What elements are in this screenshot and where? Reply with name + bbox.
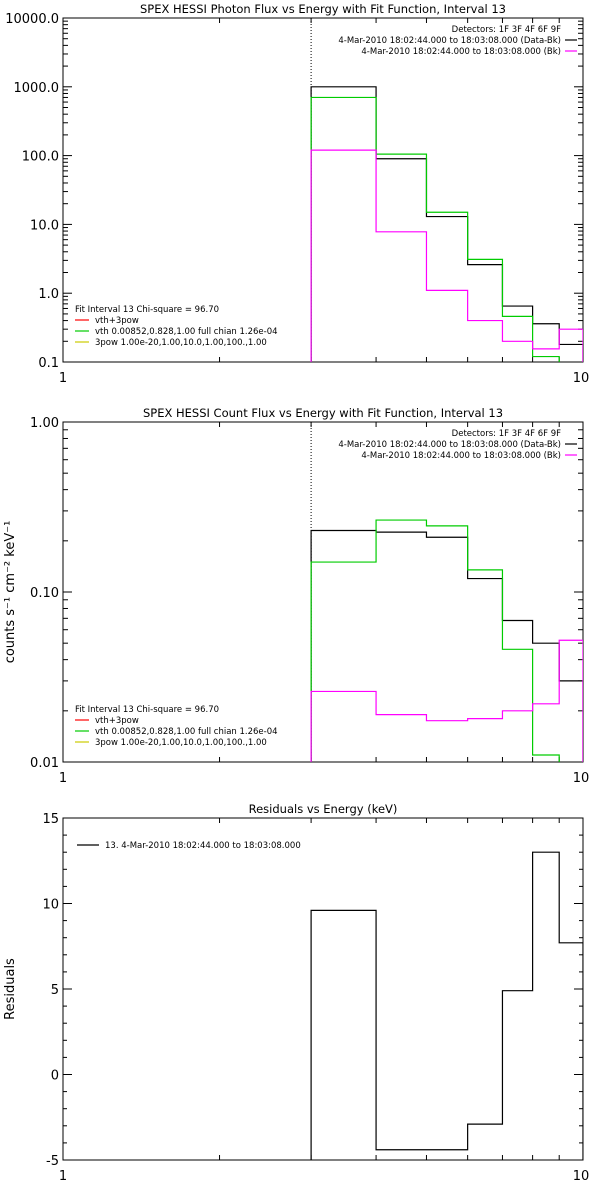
legend-label: vth 0.00852,0.828,1.00 full chian 1.26e-… (95, 727, 278, 737)
header-line: Detectors: 1F 3F 4F 6F 9F (452, 25, 561, 35)
data-series-group (310, 519, 583, 762)
y-tick-label: 1.0 (38, 287, 59, 302)
y-tick-label: 0.1 (38, 356, 59, 371)
plot-frame (62, 817, 584, 1161)
panel-3: Residuals vs Energy (keV) 1 10 -5 0 5 10 15 Resi… (3, 802, 589, 1184)
x-tick-label: 10 (573, 371, 590, 386)
series-1-histogram (310, 86, 583, 362)
legend-label: vth+3pow (95, 316, 139, 326)
y-tick-label: 10000.0 (5, 12, 59, 27)
x-tick-label: 10 (573, 1169, 590, 1184)
y-tick-label: 1000.0 (14, 81, 60, 96)
y-axis-label: counts s⁻¹ cm⁻² keV⁻¹ (3, 521, 18, 664)
chart-title: SPEX HESSI Photon Flux vs Energy with Fi… (140, 2, 506, 16)
legend-label: 3pow 1.00e-20,1.00,10.0,1.00,100.,1.00 (95, 338, 267, 348)
header-line: 4-Mar-2010 18:02:44.000 to 18:03:08.000 … (338, 440, 561, 450)
series-3-histogram (310, 639, 583, 762)
data-series-group (310, 851, 583, 1160)
legend-label: 13. 4-Mar-2010 18:02:44.000 to 18:03:08.… (105, 841, 301, 851)
y-tick-label: 0.10 (30, 586, 59, 601)
x-tick-label: 10 (573, 771, 590, 786)
data-series-group (310, 86, 583, 362)
x-tick-label: 1 (59, 1169, 67, 1184)
header-line: 4-Mar-2010 18:02:44.000 to 18:03:08.000 … (361, 451, 561, 461)
series-1-histogram (310, 851, 583, 1160)
chart-title: SPEX HESSI Count Flux vs Energy with Fit… (143, 406, 503, 420)
y-tick-label: 10 (42, 898, 59, 913)
y-tick-label: 100.0 (22, 150, 59, 165)
y-tick-label: 0 (51, 1069, 59, 1084)
panel-2: SPEX HESSI Count Flux vs Energy with Fit… (3, 406, 590, 786)
series-2-histogram (310, 96, 583, 362)
y-tick-label: 15 (42, 812, 59, 827)
series-2-histogram (310, 519, 583, 762)
legend-title: Fit Interval 13 Chi-square = 96.70 (75, 705, 219, 715)
panel-1: SPEX HESSI Photon Flux vs Energy with Fi… (5, 2, 589, 386)
legend-title: Fit Interval 13 Chi-square = 96.70 (75, 305, 219, 315)
y-tick-label: -5 (46, 1154, 59, 1169)
x-tick-label: 1 (59, 371, 67, 386)
legend-label: 3pow 1.00e-20,1.00,10.0,1.00,100.,1.00 (95, 738, 267, 748)
legend-label: vth+3pow (95, 716, 139, 726)
header-line: 4-Mar-2010 18:02:44.000 to 18:03:08.000 … (361, 47, 561, 57)
chart-title: Residuals vs Energy (keV) (249, 802, 398, 816)
legend-label: vth 0.00852,0.828,1.00 full chian 1.26e-… (95, 327, 278, 337)
header-line: Detectors: 1F 3F 4F 6F 9F (452, 429, 561, 439)
y-tick-label: 1.00 (30, 416, 59, 431)
series-1-histogram (310, 529, 583, 762)
y-tick-label: 0.01 (30, 756, 59, 771)
header-line: 4-Mar-2010 18:02:44.000 to 18:03:08.000 … (338, 36, 561, 46)
y-axis-label: Residuals (3, 958, 18, 1020)
plot-frame (62, 17, 584, 363)
y-tick-label: 10.0 (30, 218, 59, 233)
x-tick-label: 1 (59, 771, 67, 786)
series-3-histogram (310, 149, 583, 362)
y-tick-label: 5 (51, 983, 59, 998)
